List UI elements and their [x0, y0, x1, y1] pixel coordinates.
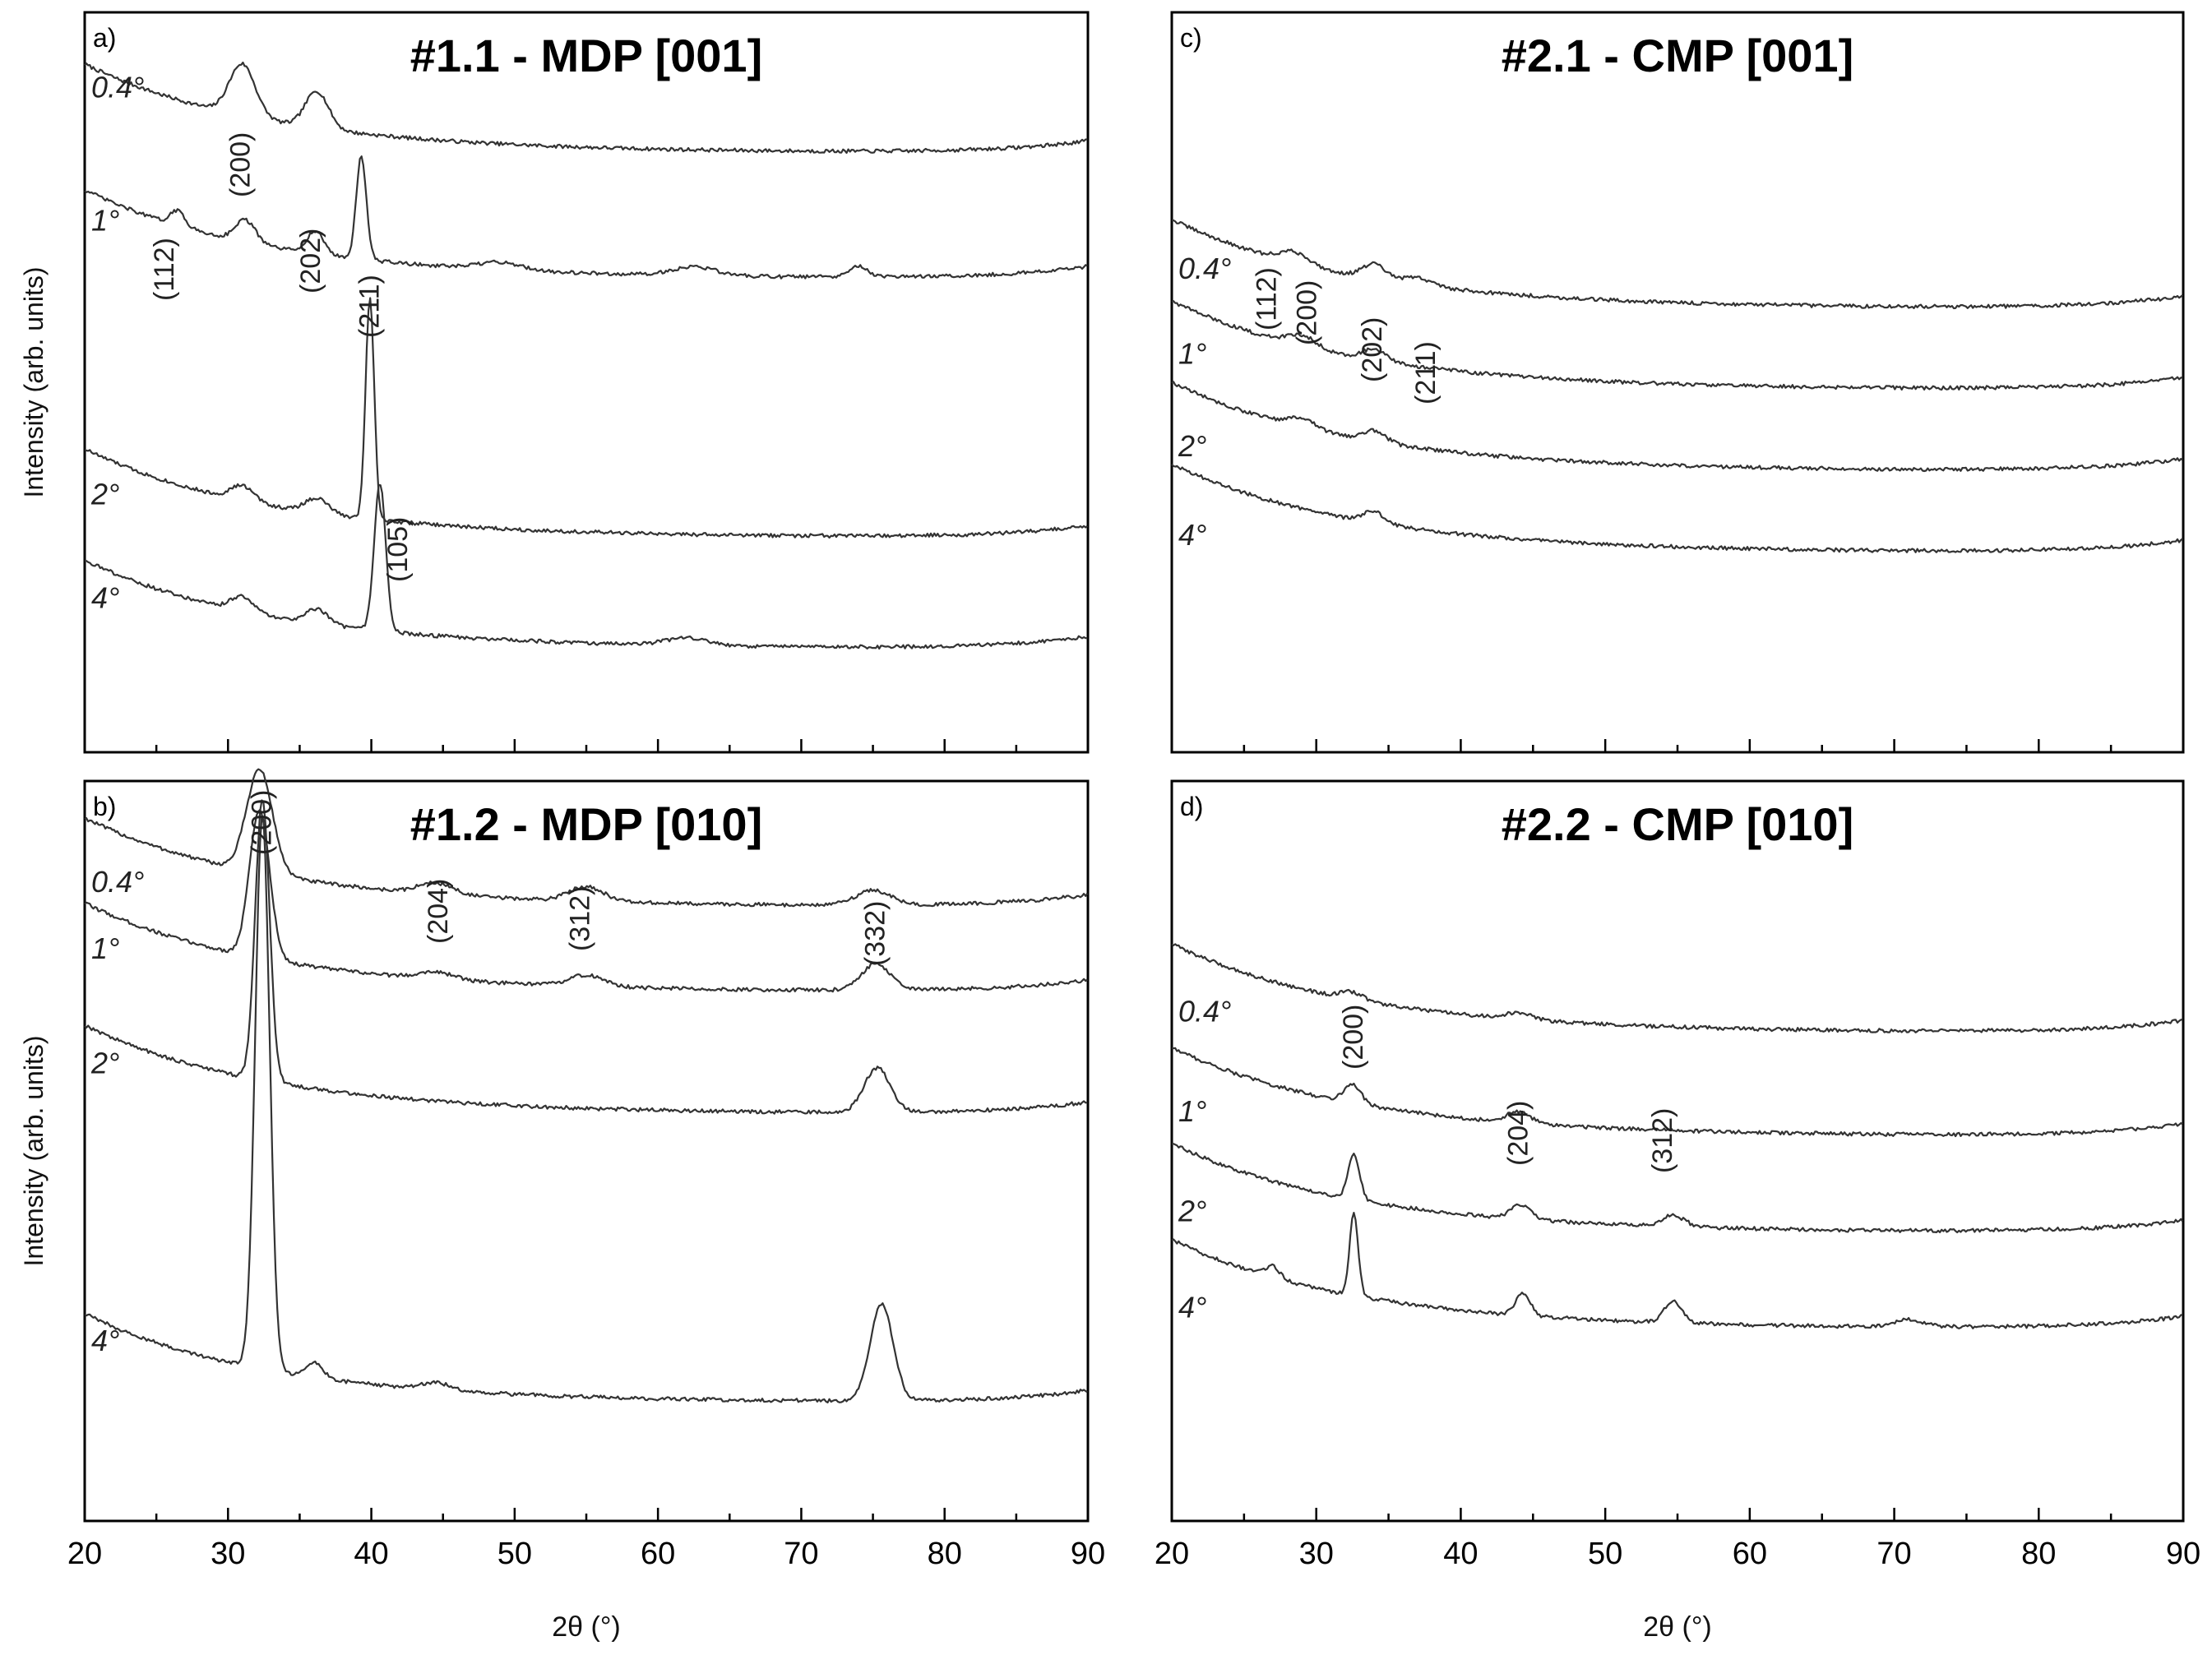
x-tick-label: 60	[641, 1537, 675, 1571]
peak-annotation: (112)	[1252, 267, 1283, 330]
panel-title: #1.2 - MDP [010]	[410, 798, 762, 850]
trace-angle-label: 2°	[90, 1047, 119, 1080]
peak-annotation: (105)	[382, 517, 414, 582]
peak-annotation: (332)	[860, 901, 891, 966]
trace-angle-label: 0.4°	[91, 71, 144, 104]
xrd-trace-4deg	[1171, 1211, 2183, 1329]
xrd-trace-2deg	[1171, 381, 2183, 473]
xrd-trace-1deg	[1171, 300, 2183, 391]
panel-d: 20 30 40 50 60 70 80 90 d) #2.2 - CMP [010] 2θ (°)…	[1155, 779, 2200, 1643]
xrd-trace-4deg	[84, 815, 1088, 1404]
peak-annotation: (200)	[1338, 1005, 1369, 1070]
x-tick-label: 30	[211, 1537, 245, 1571]
trace-angle-label: 2°	[90, 478, 119, 511]
xrd-trace-1deg	[84, 155, 1088, 280]
xrd-trace-2deg	[84, 799, 1088, 1115]
peak-annotation: (204)	[423, 879, 454, 944]
peak-annotation: (211)	[354, 275, 385, 338]
panel-letter: d)	[1180, 792, 1203, 821]
panel-b: 20 30 40 50 60 70 80 90 b) #1.2 - MDP [010] Intens…	[19, 768, 1105, 1643]
x-axis-label: 2θ (°)	[1643, 1611, 1712, 1643]
panel-title: #1.1 - MDP [001]	[410, 30, 762, 81]
xrd-trace-4deg	[84, 483, 1088, 650]
trace-angle-label: 4°	[91, 1324, 119, 1357]
panel-c: c) #2.1 - CMP [001] 0.4° 1° 2° 4° (112) (200) (2…	[1170, 11, 2185, 754]
panel-letter: b)	[93, 792, 116, 821]
xrd-trace-0.4deg	[1171, 943, 2183, 1033]
panel-title: #2.1 - CMP [001]	[1502, 30, 1853, 81]
xrd-trace-0.4deg	[1171, 219, 2184, 310]
x-tick-label: 30	[1299, 1537, 1334, 1571]
peak-annotation: (211)	[1410, 341, 1442, 404]
panel-letter: a)	[93, 23, 116, 53]
xrd-trace-2deg	[84, 297, 1088, 539]
x-tick-label: 80	[928, 1537, 962, 1571]
y-axis-label: Intensity (arb. units)	[19, 267, 49, 498]
peak-annotation: (200)	[247, 790, 278, 855]
peak-annotation: (312)	[1647, 1108, 1678, 1173]
peak-annotation: (200)	[1292, 280, 1323, 345]
x-tick-label: 90	[1071, 1537, 1105, 1571]
peak-annotation: (204)	[1502, 1101, 1534, 1166]
peak-annotation: (112)	[149, 238, 180, 301]
xrd-trace-4deg	[1171, 464, 2183, 553]
trace-angle-label: 1°	[1178, 1094, 1206, 1128]
x-tick-label: 60	[1733, 1537, 1767, 1571]
trace-angle-label: 1°	[91, 931, 119, 965]
panel-title: #2.2 - CMP [010]	[1502, 798, 1853, 850]
xrd-trace-1deg	[84, 808, 1088, 993]
x-tick-label: 70	[1876, 1537, 1911, 1571]
x-tick-label: 90	[2166, 1537, 2200, 1571]
trace-angle-label: 1°	[91, 204, 119, 238]
xrd-trace-0.4deg	[84, 61, 1088, 155]
x-tick-label: 40	[1443, 1537, 1478, 1571]
xrd-trace-0.4deg	[84, 768, 1089, 908]
xrd-trace-1deg	[1171, 1047, 2183, 1138]
panel-a: a) #1.1 - MDP [001] Intensity (arb. units)…	[19, 11, 1090, 754]
peak-annotation: (202)	[1357, 317, 1388, 382]
trace-angle-label: 2°	[1178, 429, 1206, 463]
trace-angle-label: 0.4°	[91, 865, 144, 899]
peak-annotation: (312)	[564, 886, 595, 951]
trace-angle-label: 0.4°	[1178, 252, 1231, 285]
trace-angle-label: 4°	[1178, 518, 1206, 552]
panel-letter: c)	[1180, 23, 1202, 53]
x-tick-label: 70	[784, 1537, 818, 1571]
trace-angle-label: 2°	[1178, 1195, 1206, 1228]
x-tick-label: 20	[1155, 1537, 1189, 1571]
x-tick-label: 50	[1588, 1537, 1622, 1571]
peak-annotation: (200)	[224, 132, 256, 197]
x-axis-label: 2θ (°)	[552, 1611, 621, 1643]
x-tick-label: 40	[354, 1537, 388, 1571]
trace-angle-label: 1°	[1178, 337, 1206, 371]
x-tick-label: 20	[67, 1537, 102, 1571]
trace-angle-label: 0.4°	[1178, 995, 1231, 1028]
y-axis-label: Intensity (arb. units)	[19, 1036, 49, 1267]
x-tick-label: 80	[2021, 1537, 2056, 1571]
xrd-trace-2deg	[1171, 1143, 2184, 1234]
x-tick-label: 50	[497, 1537, 532, 1571]
peak-annotation: (202)	[295, 229, 326, 294]
trace-angle-label: 4°	[1178, 1291, 1206, 1324]
trace-angle-label: 4°	[91, 581, 119, 615]
